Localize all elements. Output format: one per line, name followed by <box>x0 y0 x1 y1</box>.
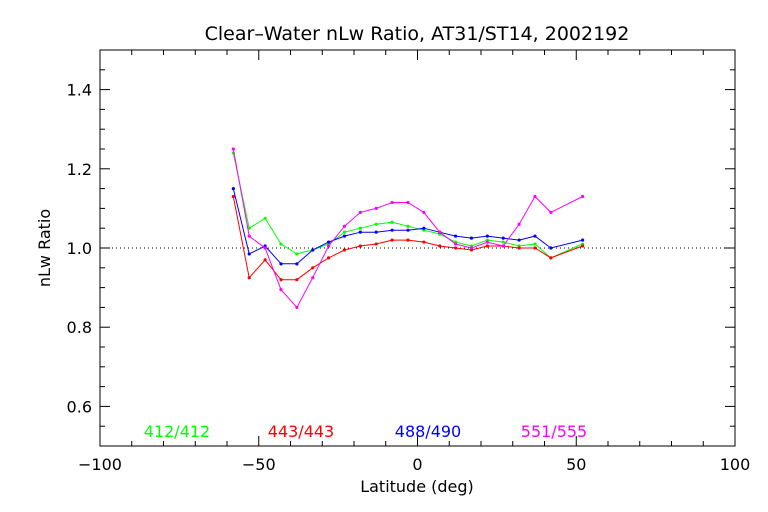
data-point-488-490 <box>279 262 283 266</box>
data-point-443-443 <box>406 238 410 242</box>
y-tick-label: 1.0 <box>67 239 92 258</box>
series-line-551-555 <box>232 148 583 309</box>
data-point-443-443 <box>390 238 394 242</box>
data-point-551-555 <box>469 246 474 250</box>
data-point-443-443 <box>374 242 378 246</box>
x-axis-label: Latitude (deg) <box>360 477 474 496</box>
x-tick-label: 100 <box>720 455 751 474</box>
data-point-488-490 <box>517 238 521 242</box>
data-point-412-412 <box>390 220 394 224</box>
data-point-488-490 <box>454 234 458 238</box>
data-point-488-490 <box>311 248 315 252</box>
legend-entry: 551/555 <box>521 422 587 441</box>
data-point-412-412 <box>501 240 505 244</box>
data-point-412-412 <box>295 252 299 256</box>
data-point-551-555 <box>581 194 585 199</box>
data-point-488-490 <box>469 236 474 240</box>
y-tick-label: 1.2 <box>67 160 92 179</box>
data-point-551-555 <box>295 305 299 309</box>
data-point-488-490 <box>501 236 505 240</box>
series-line-443-443 <box>232 196 583 281</box>
data-point-443-443 <box>581 244 585 248</box>
data-point-551-555 <box>358 210 362 214</box>
y-tick-label: 0.8 <box>67 318 92 337</box>
legend-entry: 443/443 <box>268 422 334 441</box>
data-point-488-490 <box>422 226 426 230</box>
y-axis-label: nLw Ratio <box>35 209 54 287</box>
data-point-551-555 <box>533 194 537 199</box>
data-point-551-555 <box>327 244 331 248</box>
data-point-443-443 <box>549 256 553 260</box>
data-point-443-443 <box>358 244 362 248</box>
series-layer <box>231 147 585 309</box>
series-line-488-490 <box>232 188 583 265</box>
data-point-412-412 <box>342 230 347 234</box>
data-point-488-490 <box>295 262 299 266</box>
data-point-551-555 <box>263 246 267 250</box>
data-point-443-443 <box>454 246 458 250</box>
data-point-551-555 <box>311 276 315 280</box>
data-point-488-490 <box>247 252 251 256</box>
data-point-412-412 <box>533 242 537 246</box>
legend-entry: 488/490 <box>395 422 461 441</box>
data-point-551-555 <box>501 244 505 248</box>
data-point-551-555 <box>517 222 521 226</box>
y-tick-label: 1.4 <box>67 81 92 100</box>
data-point-443-443 <box>311 266 315 270</box>
data-point-488-490 <box>549 246 553 250</box>
data-point-488-490 <box>581 238 585 242</box>
data-point-551-555 <box>279 287 283 292</box>
data-point-488-490 <box>390 228 394 232</box>
data-point-551-555 <box>390 200 394 205</box>
data-point-443-443 <box>327 256 331 260</box>
data-point-551-555 <box>422 210 426 214</box>
data-point-551-555 <box>454 242 458 246</box>
series-line-412-412 <box>232 152 583 259</box>
data-point-551-555 <box>549 210 553 214</box>
data-point-551-555 <box>406 200 410 205</box>
data-point-412-412 <box>279 242 283 246</box>
x-tick-label: −50 <box>242 455 276 474</box>
data-point-412-412 <box>406 224 410 228</box>
data-point-488-490 <box>406 228 410 232</box>
plot-frame <box>99 49 736 447</box>
data-point-443-443 <box>247 276 251 280</box>
data-point-551-555 <box>374 206 378 210</box>
data-point-443-443 <box>517 246 521 250</box>
data-point-551-555 <box>438 230 442 234</box>
data-point-443-443 <box>533 246 537 250</box>
data-point-488-490 <box>358 230 362 234</box>
data-point-488-490 <box>533 234 537 238</box>
data-point-488-490 <box>342 234 347 238</box>
y-tick-label: 0.6 <box>67 397 92 416</box>
data-point-551-555 <box>247 234 251 238</box>
x-tick-label: 0 <box>412 455 422 474</box>
data-point-488-490 <box>231 187 235 191</box>
data-point-551-555 <box>342 224 347 228</box>
data-point-412-412 <box>247 226 251 230</box>
data-point-412-412 <box>374 222 378 226</box>
data-point-488-490 <box>485 234 489 238</box>
data-point-551-555 <box>231 147 235 151</box>
data-point-443-443 <box>485 244 489 248</box>
legend: 412/412 443/443 488/490 551/555 <box>144 422 587 441</box>
legend-entry: 412/412 <box>144 422 210 441</box>
data-point-443-443 <box>279 278 283 282</box>
data-point-488-490 <box>374 230 378 234</box>
axis-ticks: −100 −50 0 50 100 0.6 0.8 1.0 1.2 1.4 <box>67 49 751 474</box>
data-point-443-443 <box>263 258 267 262</box>
data-point-443-443 <box>342 248 347 252</box>
data-point-443-443 <box>231 194 235 199</box>
data-point-551-555 <box>485 240 489 244</box>
data-point-412-412 <box>263 216 267 220</box>
data-point-443-443 <box>438 244 442 248</box>
chart-title: Clear–Water nLw Ratio, AT31/ST14, 200219… <box>205 23 630 45</box>
data-point-412-412 <box>358 226 362 230</box>
data-point-443-443 <box>422 240 426 244</box>
data-point-443-443 <box>295 278 299 282</box>
data-point-488-490 <box>327 240 331 244</box>
x-tick-label: −100 <box>78 455 122 474</box>
x-tick-label: 50 <box>566 455 586 474</box>
